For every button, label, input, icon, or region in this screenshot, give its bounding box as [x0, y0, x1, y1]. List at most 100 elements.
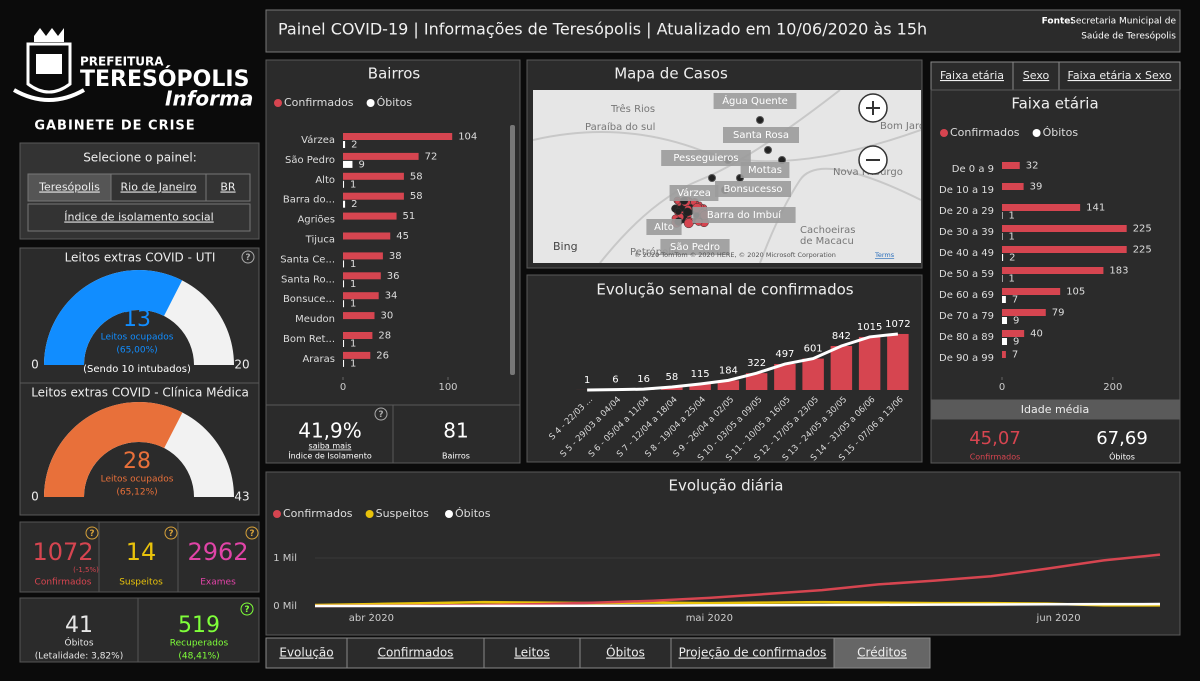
data-label: 7 — [1012, 350, 1018, 361]
gauge-value-label: 13 — [123, 307, 151, 332]
tab[interactable] — [1058, 61, 1181, 91]
panel — [930, 89, 1181, 401]
panel-button-label[interactable]: Teresópolis — [38, 181, 100, 194]
tab-label[interactable]: Projeção de confirmados — [679, 646, 827, 660]
map-label-box — [660, 239, 730, 255]
data-label: 79 — [1052, 308, 1065, 319]
tab-label[interactable]: Evolução — [279, 646, 333, 660]
tab-label[interactable]: Leitos — [514, 646, 550, 660]
tab-label[interactable]: Confirmados — [378, 646, 454, 660]
panel-button[interactable] — [110, 173, 207, 202]
bar — [1002, 351, 1006, 358]
map-label-box — [661, 150, 751, 166]
map-label: Bom Jardim — [880, 121, 938, 132]
map-label-box — [713, 93, 797, 109]
neighborhoods-value: 81 — [443, 419, 468, 443]
data-label: 497 — [775, 349, 794, 360]
data-label: 1 — [1009, 211, 1015, 222]
map-brand: Bing — [553, 240, 578, 253]
summary-label: Óbitos — [1109, 451, 1135, 462]
panel-button-label[interactable]: BR — [220, 181, 236, 194]
legend-label: Confirmados — [950, 126, 1020, 139]
tab[interactable] — [265, 637, 348, 669]
map-label-box — [692, 207, 796, 223]
bar — [1002, 225, 1127, 232]
data-label: 9 — [1013, 316, 1019, 327]
x-tick-label: 0 — [340, 382, 346, 393]
data-label: 30 — [381, 311, 394, 322]
kpi-value: 1072 — [32, 538, 93, 566]
panel-button[interactable] — [205, 173, 251, 202]
data-label: 183 — [1109, 266, 1128, 277]
header-title: Painel COVID-19 | Informações de Teresóp… — [278, 20, 927, 39]
map-label: de Macacu — [800, 236, 854, 247]
bar — [689, 383, 711, 390]
map-label-box — [715, 181, 791, 197]
map-label: Três Rios — [610, 103, 655, 115]
panel-button-label[interactable]: Índice de isolamento social — [64, 211, 213, 224]
category-label: De 40 a 49 — [939, 248, 994, 259]
category-label: De 50 a 59 — [939, 269, 994, 280]
data-label: 115 — [691, 369, 710, 380]
help-icon — [245, 526, 259, 540]
tab[interactable] — [1012, 61, 1060, 91]
isolation-label: Índice de Isolamento — [288, 450, 372, 461]
map-dot — [683, 218, 694, 229]
help-icon-text: ? — [249, 529, 254, 539]
bar — [745, 373, 768, 390]
category-label: De 70 a 79 — [939, 311, 994, 322]
bar — [343, 340, 345, 347]
tab[interactable] — [670, 637, 835, 669]
tab[interactable] — [579, 637, 672, 669]
legend-marker — [274, 99, 282, 107]
bar — [661, 386, 683, 390]
tab-label[interactable]: Óbitos — [606, 645, 645, 660]
summary-value: 67,69 — [1096, 428, 1148, 449]
category-label: Bom Ret... — [283, 334, 335, 345]
data-label: 1015 — [857, 322, 882, 333]
bar — [343, 200, 346, 208]
help-icon-text: ? — [378, 410, 383, 420]
kpi-card — [19, 597, 139, 663]
data-label: 58 — [410, 171, 423, 182]
tab-label[interactable]: Sexo — [1023, 69, 1050, 82]
gauge-min: 0 — [31, 358, 39, 372]
category-label: Barra do... — [283, 195, 335, 206]
bar — [858, 336, 881, 390]
isolation-link[interactable]: saiba mais — [309, 442, 352, 451]
data-label: 72 — [425, 151, 438, 162]
tab-label[interactable]: Créditos — [857, 646, 907, 660]
map-label: São Pedro — [670, 242, 720, 253]
tab[interactable] — [346, 637, 485, 669]
legend-marker — [365, 510, 374, 518]
gauge-percent: (65,12%) — [116, 488, 157, 498]
legend-label: Óbitos — [377, 96, 413, 109]
map-terms[interactable]: Terms — [874, 251, 895, 259]
scrollbar — [510, 125, 515, 375]
chart-title: Evolução semanal de confirmados — [596, 281, 853, 299]
help-icon — [85, 526, 99, 540]
tab[interactable] — [833, 637, 931, 669]
help-icon — [241, 250, 255, 264]
kpi-value: 2962 — [187, 538, 248, 566]
data-label: 1072 — [885, 319, 910, 330]
map-label: Santa Rosa — [733, 130, 789, 141]
kpi-label: Suspeitos — [119, 578, 163, 588]
legend-label: Óbitos — [455, 507, 491, 520]
data-label: 6 — [612, 375, 618, 386]
tab-label[interactable]: Faixa etária x Sexo — [1068, 69, 1172, 82]
bar — [343, 292, 379, 300]
data-label: 842 — [832, 331, 851, 342]
map-copyright: © 2020 TomTom © 2020 HERE, © 2020 Micros… — [634, 251, 836, 259]
gauge-label: Leitos ocupados — [101, 475, 174, 485]
x-tick-label: 0 — [999, 382, 1005, 393]
category-label: De 90 a 99 — [939, 353, 994, 364]
bar — [774, 364, 796, 390]
data-label: 225 — [1133, 224, 1152, 235]
panel-button[interactable] — [27, 203, 251, 232]
data-label: 1 — [350, 339, 356, 350]
panel-button-label[interactable]: Rio de Janeiro — [121, 181, 197, 194]
kpi-change: (-1,5%) — [73, 566, 99, 574]
tab-label[interactable]: Faixa etária — [940, 69, 1004, 82]
category-label: De 10 a 19 — [939, 185, 994, 196]
